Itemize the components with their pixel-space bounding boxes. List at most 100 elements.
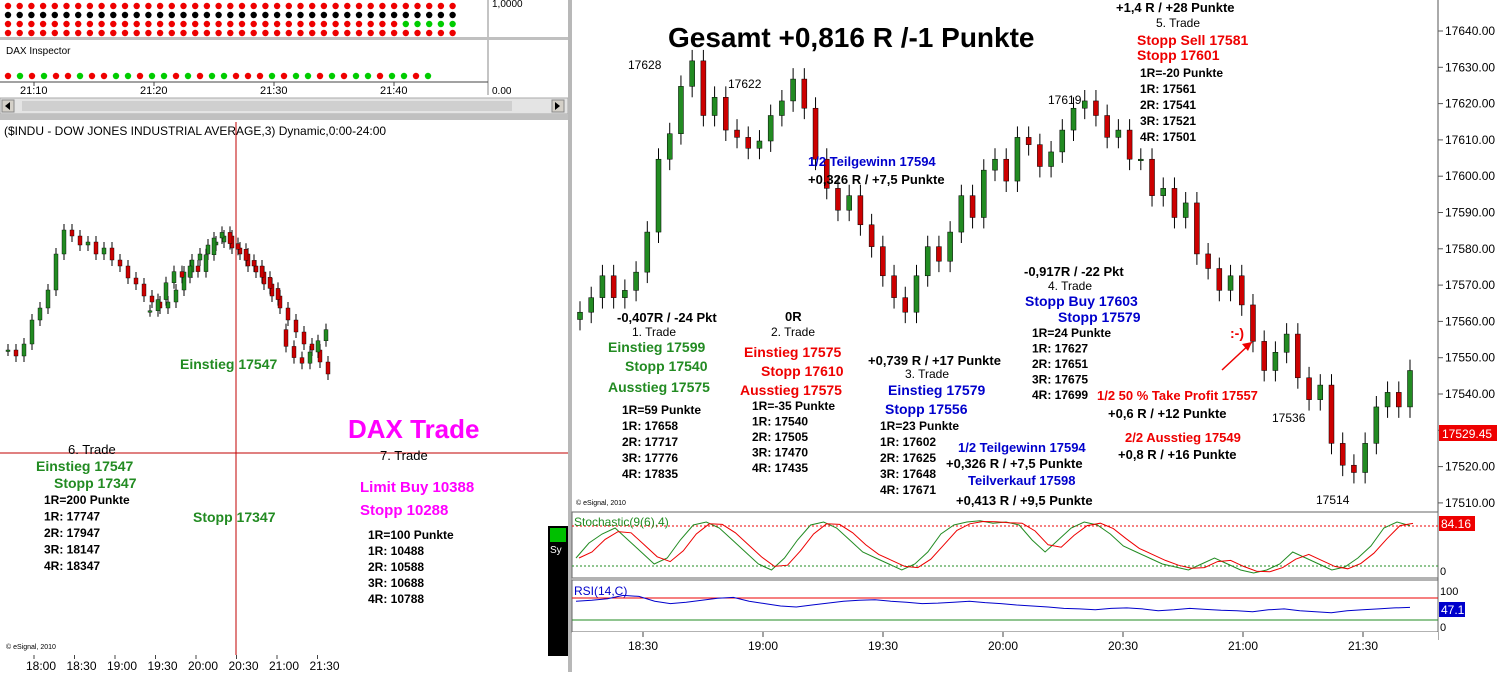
dow-candle-body [165, 301, 171, 309]
time-tick: 20:30 [229, 659, 259, 672]
dow-candle-body [37, 307, 43, 321]
candle-body [1205, 253, 1211, 269]
t1-result: -0,407R / -24 Pkt [617, 310, 717, 325]
inspector-dot [184, 72, 192, 80]
signal-dot [250, 29, 257, 37]
candle-body [577, 311, 583, 320]
level-line: 1R: 10488 [368, 544, 424, 558]
inspector-dot [256, 72, 264, 80]
inspector-dot [316, 72, 324, 80]
signal-dot [262, 29, 269, 37]
scroll-right-icon [555, 102, 560, 110]
candle-body [1138, 158, 1144, 161]
dow-candle-body [299, 357, 305, 364]
dow-candle-body [203, 254, 209, 272]
level-line: 1R=200 Punkte [44, 493, 130, 507]
signal-dot [75, 11, 82, 19]
signal-dot [51, 11, 58, 19]
signal-dot [4, 11, 12, 19]
signal-dot [16, 11, 23, 19]
candle-body [1025, 137, 1032, 145]
level-line: 1R=23 Punkte [880, 419, 959, 433]
candle-body [700, 60, 707, 116]
price-label: 17590.00 [1445, 206, 1495, 220]
dow-candle-body [61, 229, 67, 255]
level-line: 4R: 17501 [1140, 130, 1196, 144]
price-label: 17570.00 [1445, 278, 1495, 292]
window-splitter[interactable] [568, 0, 572, 672]
signal-dot [215, 11, 222, 19]
t5-head: 5. Trade [1156, 16, 1200, 30]
price-label: 17620.00 [1445, 97, 1495, 111]
inspector-dot [88, 72, 96, 80]
level-line: 4R: 18347 [44, 559, 100, 573]
inspector-dot [280, 72, 288, 80]
signal-dot [320, 29, 328, 37]
dow-chart-title: ($INDU - DOW JONES INDUSTRIAL AVERAGE,3)… [4, 124, 386, 138]
dow-candle-body [227, 232, 233, 244]
signal-dot [63, 29, 70, 37]
dax-price-pane [572, 0, 1438, 510]
t4-result: -0,917R / -22 Pkt [1024, 264, 1124, 279]
candle-body [767, 115, 774, 142]
dow-candle-body [235, 243, 241, 250]
signal-dot [402, 2, 409, 10]
signal-dot [355, 2, 363, 10]
side-panel[interactable] [548, 526, 568, 656]
time-tick: 19:00 [107, 659, 137, 672]
signal-dot [320, 2, 328, 10]
t6-levels: 1R=200 Punkte 1R: 17747 2R: 17947 3R: 18147… [44, 493, 130, 573]
signal-dot [426, 11, 433, 19]
inspector-dot [112, 72, 120, 80]
candle-body [711, 97, 718, 116]
signal-dot [227, 20, 234, 28]
dow-candle-body [125, 265, 131, 279]
dow-candles [5, 224, 331, 380]
candle-body [779, 100, 785, 116]
signal-dot [379, 11, 386, 19]
dow-esignal-credit: © eSignal, 2010 [6, 643, 56, 651]
dow-candle-body [5, 349, 11, 352]
stoch-d-line [578, 520, 1414, 573]
level-line: 1R=24 Punkte [1032, 326, 1111, 340]
smiley-arrow-icon [1242, 342, 1252, 351]
t4-stop: Stopp 17579 [1058, 309, 1141, 325]
signal-dot [192, 11, 199, 19]
price-label: 17560.00 [1445, 314, 1495, 328]
signal-dot [51, 2, 58, 10]
signal-dot [250, 20, 257, 28]
inspector-dot [40, 72, 48, 80]
t7-entry: Limit Buy 10388 [360, 479, 474, 496]
t1-levels: 1R=59 Punkte 1R: 17658 2R: 17717 3R: 17776 4… [622, 403, 701, 481]
signal-dot [367, 20, 374, 28]
time-tick: 21:20 [140, 85, 168, 97]
scrollbar-thumb[interactable] [22, 101, 512, 111]
signal-dot [344, 2, 351, 10]
candle-body [880, 246, 886, 277]
signal-dot [28, 20, 35, 28]
signal-dot [110, 11, 117, 19]
dax-candles [577, 49, 1413, 484]
inspector-dot [352, 72, 360, 80]
t6-entry: Einstieg 17547 [36, 458, 133, 474]
signal-dot [262, 11, 269, 19]
signal-dot [110, 20, 117, 28]
level-line: 4R: 10788 [368, 592, 424, 606]
stochastic-pane [571, 511, 1439, 579]
panel-splitter[interactable] [0, 37, 568, 40]
t3-head: 3. Trade [905, 367, 949, 381]
signal-dot [98, 20, 105, 28]
dow-candle-body [155, 299, 161, 312]
signal-dot [215, 2, 222, 10]
candle-body [723, 97, 729, 131]
signal-dot [309, 20, 316, 28]
top-left-scale-bottom: 0.00 [492, 86, 512, 97]
dow-candle-body [45, 289, 51, 309]
inspector-dot [292, 72, 300, 80]
level-line: 1R: 17540 [752, 415, 808, 429]
last-price-box [1439, 425, 1497, 441]
time-tick: 21:30 [1348, 639, 1378, 653]
signal-dot [16, 2, 23, 10]
inspector-dot [124, 72, 132, 80]
